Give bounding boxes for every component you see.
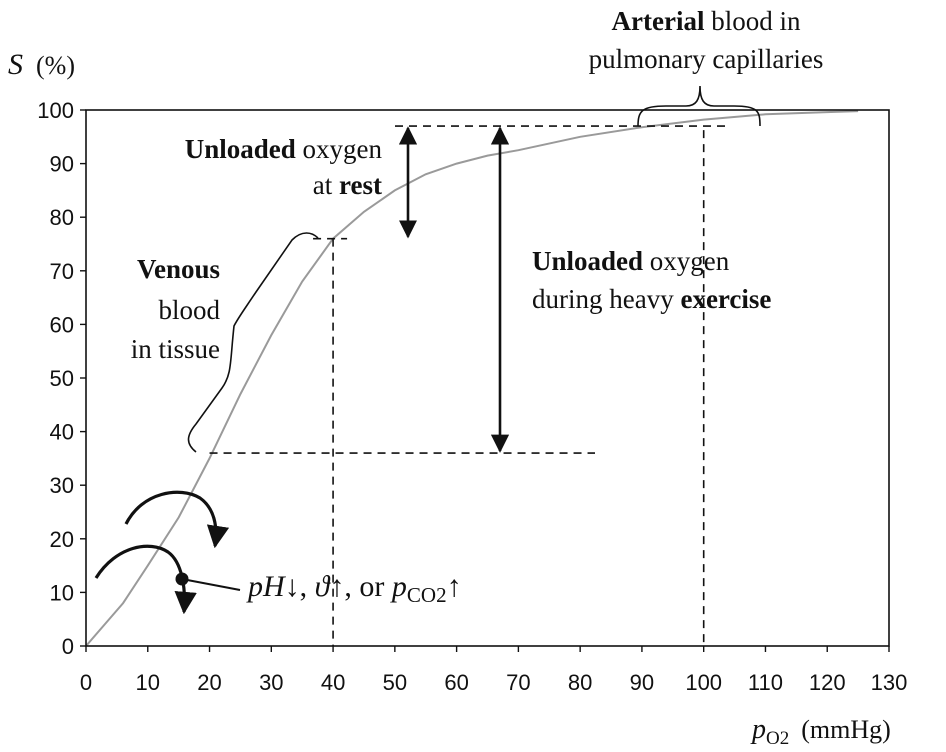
- shift-theta: ϑ: [315, 570, 332, 603]
- x-tick-label: 80: [568, 670, 592, 695]
- x-tick-label: 40: [321, 670, 345, 695]
- shift-pco2-arrow: ↑: [447, 570, 462, 603]
- x-axis-label: pO2 (mmHg): [750, 714, 891, 749]
- x-tick-label: 100: [685, 670, 722, 695]
- arterial-label-rest: blood in: [704, 6, 801, 36]
- y-tick-label: 10: [50, 580, 74, 605]
- x-tick-label: 30: [259, 670, 283, 695]
- exercise-label-rest: oxygen: [643, 246, 730, 276]
- x-axis-unit: (mmHg): [801, 715, 891, 744]
- y-tick-label: 20: [50, 527, 74, 552]
- axis-ticks: 0 10 20 30 40 50 60 70 80 90 100 0 10 20 30 40 50 60 70 80 9…: [37, 98, 907, 695]
- x-tick-label: 110: [748, 670, 783, 695]
- plot-frame: [85, 109, 890, 647]
- exercise-label-line1: Unloaded oxygen: [532, 246, 730, 276]
- x-axis-variable: p: [750, 714, 766, 745]
- y-tick-label: 60: [50, 312, 74, 337]
- rest-label-bold2: rest: [339, 170, 382, 200]
- exercise-label-line2: during heavy exercise: [532, 284, 771, 314]
- venous-label-line3: in tissue: [131, 334, 220, 364]
- rest-label-line1: Unloaded oxygen: [185, 134, 383, 164]
- y-axis-unit: (%): [36, 51, 75, 80]
- shift-arrow-lower: [94, 544, 197, 615]
- shift-pointer-dot: [175, 572, 189, 586]
- guide-lines: [94, 85, 761, 646]
- y-axis-variable: S: [8, 48, 23, 81]
- shift-ph: pH: [246, 570, 287, 603]
- y-tick-label: 40: [50, 420, 74, 445]
- saturation-curve: [85, 110, 859, 647]
- shift-theta-arrow: ↑, or: [329, 570, 392, 603]
- x-tick-label: 60: [444, 670, 468, 695]
- x-tick-label: 20: [197, 670, 221, 695]
- shift-arrow-upper: [124, 490, 230, 549]
- y-tick-label: 30: [50, 473, 74, 498]
- x-axis-subscript: O2: [766, 728, 789, 749]
- shift-pco2-sub: CO2: [407, 583, 447, 607]
- y-tick-label: 80: [50, 205, 74, 230]
- rest-label-pre: at: [313, 170, 339, 200]
- y-tick-label: 70: [50, 259, 74, 284]
- y-tick-label: 100: [37, 98, 74, 123]
- x-tick-label: 50: [383, 670, 407, 695]
- arterial-label-bold: Arterial: [612, 6, 705, 36]
- venous-label-line2: blood: [158, 295, 220, 325]
- x-tick-label: 120: [809, 670, 846, 695]
- x-tick-label: 70: [506, 670, 530, 695]
- venous-brace: [187, 232, 319, 453]
- x-tick-label: 10: [136, 670, 160, 695]
- venous-label-line1: Venous: [137, 254, 220, 284]
- x-tick-label: 0: [80, 670, 92, 695]
- shift-ph-arrow: ↓,: [285, 570, 315, 603]
- arterial-label-line1: Arterial blood in: [612, 6, 801, 36]
- shift-pco2: p: [390, 570, 407, 603]
- exercise-label-bold2: exercise: [680, 284, 771, 314]
- shift-pointer-line: [181, 578, 241, 591]
- rest-label-bold: Unloaded: [185, 134, 296, 164]
- rest-label-line2: at rest: [313, 170, 382, 200]
- exercise-label-pre: during heavy: [532, 284, 680, 314]
- shift-label: pH↓, ϑ↑, or pCO2↑: [246, 570, 462, 607]
- rest-label-rest: oxygen: [296, 134, 383, 164]
- y-tick-label: 50: [50, 366, 74, 391]
- x-tick-label: 130: [871, 670, 908, 695]
- exercise-label-bold: Unloaded: [532, 246, 643, 276]
- arterial-brace: [637, 85, 761, 127]
- x-tick-label: 90: [630, 670, 654, 695]
- y-tick-label: 0: [62, 634, 74, 659]
- y-tick-label: 90: [50, 152, 74, 177]
- arterial-label-line2: pulmonary capillaries: [589, 44, 824, 74]
